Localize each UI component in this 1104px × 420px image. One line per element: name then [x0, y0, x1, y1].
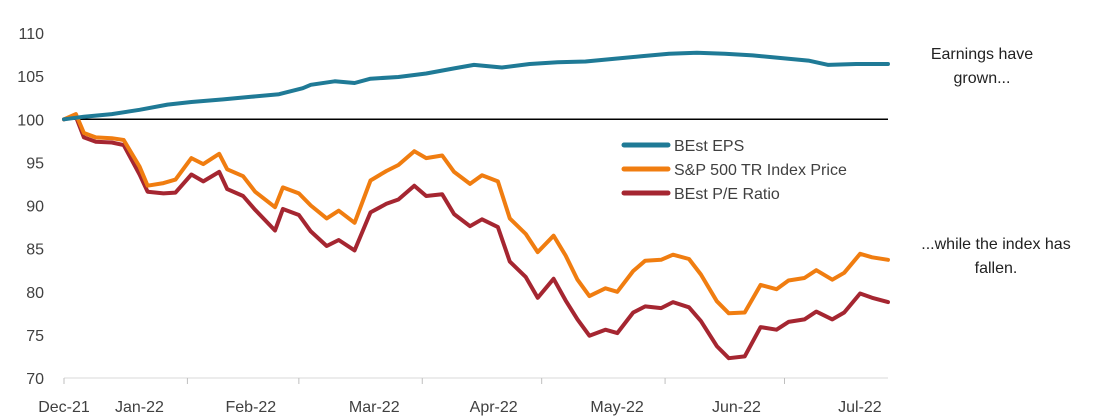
y-tick-label: 75 — [26, 328, 44, 345]
x-tick-label: Dec-21 — [38, 399, 90, 416]
legend-label: BEst EPS — [674, 138, 744, 155]
x-tick-label: Jul-22 — [838, 399, 882, 416]
x-tick-label: Apr-22 — [470, 399, 518, 416]
x-tick-label: Feb-22 — [226, 399, 277, 416]
legend: BEst EPS S&P 500 TR Index Price BEst P/E R… — [621, 138, 847, 203]
y-tick-label: 95 — [26, 155, 44, 172]
series-line-best-p-e-ratio — [62, 114, 890, 361]
x-axis: Dec-21 Jan-22 Feb-22 Mar-22 Apr-22 May-22 Jun-… — [38, 377, 888, 416]
y-tick-label: 90 — [26, 199, 44, 216]
x-tick-label: Jan-22 — [115, 399, 164, 416]
x-tick-label: May-22 — [590, 399, 643, 416]
y-tick-label: 105 — [17, 69, 44, 86]
y-tick-label: 110 — [18, 26, 44, 43]
x-tick-label: Mar-22 — [349, 399, 400, 416]
y-tick-label: 80 — [26, 285, 44, 302]
series-line-best-eps — [62, 50, 890, 122]
legend-label: BEst P/E Ratio — [674, 186, 780, 203]
y-tick-label: 100 — [17, 112, 44, 129]
y-tick-label: 70 — [26, 371, 44, 388]
annotations: Earnings have grown... ...while the index … — [921, 46, 1070, 277]
annotation-index: ...while the index has fallen. — [921, 236, 1070, 277]
annotation-earnings: Earnings have grown... — [931, 46, 1033, 87]
series-layer — [62, 50, 890, 361]
series-line-s-p-500-tr-index-price — [62, 112, 890, 316]
x-tick-label: Jun-22 — [712, 399, 761, 416]
y-tick-label: 85 — [26, 242, 44, 259]
legend-label: S&P 500 TR Index Price — [674, 162, 847, 179]
y-axis: 70 75 80 85 90 95 100 105 110 — [17, 26, 44, 388]
